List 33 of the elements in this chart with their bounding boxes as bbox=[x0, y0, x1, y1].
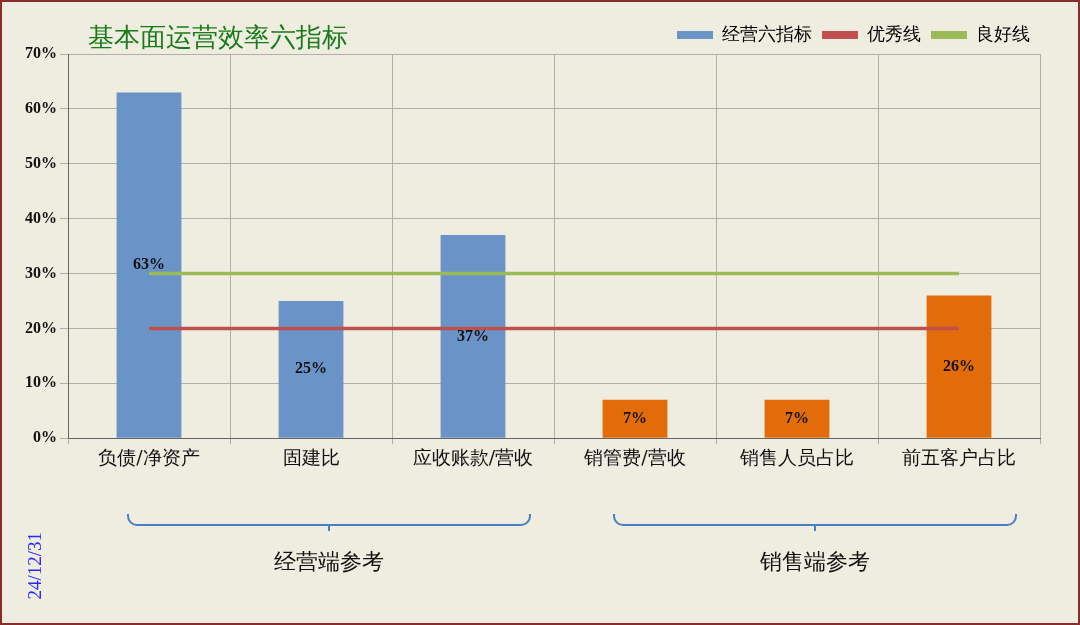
bar bbox=[602, 399, 668, 438]
x-tick-label: 销管费/营收 bbox=[583, 445, 686, 468]
y-tick-label: 60% bbox=[25, 99, 57, 117]
data-label: 25% bbox=[295, 359, 327, 377]
y-tick-label: 20% bbox=[25, 318, 57, 336]
x-tick-label: 负债/净资产 bbox=[98, 445, 200, 468]
data-label: 26% bbox=[943, 356, 975, 374]
bar bbox=[116, 92, 182, 438]
text: 经营端参考 bbox=[274, 548, 384, 576]
text: 销售端参考 bbox=[760, 548, 870, 576]
bar bbox=[440, 235, 506, 438]
x-tick-label: 应收账款/营收 bbox=[412, 445, 534, 468]
x-tick-label: 固建比 bbox=[282, 445, 340, 468]
y-tick-label: 0% bbox=[33, 428, 57, 446]
y-tick-label: 50% bbox=[25, 153, 57, 171]
data-label: 7% bbox=[623, 408, 647, 426]
legend-label: 良好线 bbox=[976, 22, 1030, 44]
bar bbox=[764, 399, 830, 438]
bar bbox=[278, 300, 344, 438]
legend-label: 优秀线 bbox=[867, 22, 921, 44]
chart-title: 基本面运营效率六指标 bbox=[88, 21, 348, 54]
y-tick-label: 70% bbox=[25, 44, 57, 62]
text: 24/12/31 bbox=[24, 532, 46, 600]
x-tick-label: 前五客户占比 bbox=[902, 445, 1016, 468]
data-label: 7% bbox=[785, 408, 809, 426]
x-tick-label: 销售人员占比 bbox=[739, 445, 854, 468]
y-tick-label: 40% bbox=[25, 208, 57, 226]
y-tick-label: 30% bbox=[25, 263, 57, 281]
data-label: 63% bbox=[133, 255, 165, 273]
y-tick-label: 10% bbox=[25, 373, 57, 391]
data-label: 37% bbox=[457, 326, 489, 344]
bar bbox=[926, 295, 992, 438]
legend-label: 经营六指标 bbox=[722, 22, 812, 44]
